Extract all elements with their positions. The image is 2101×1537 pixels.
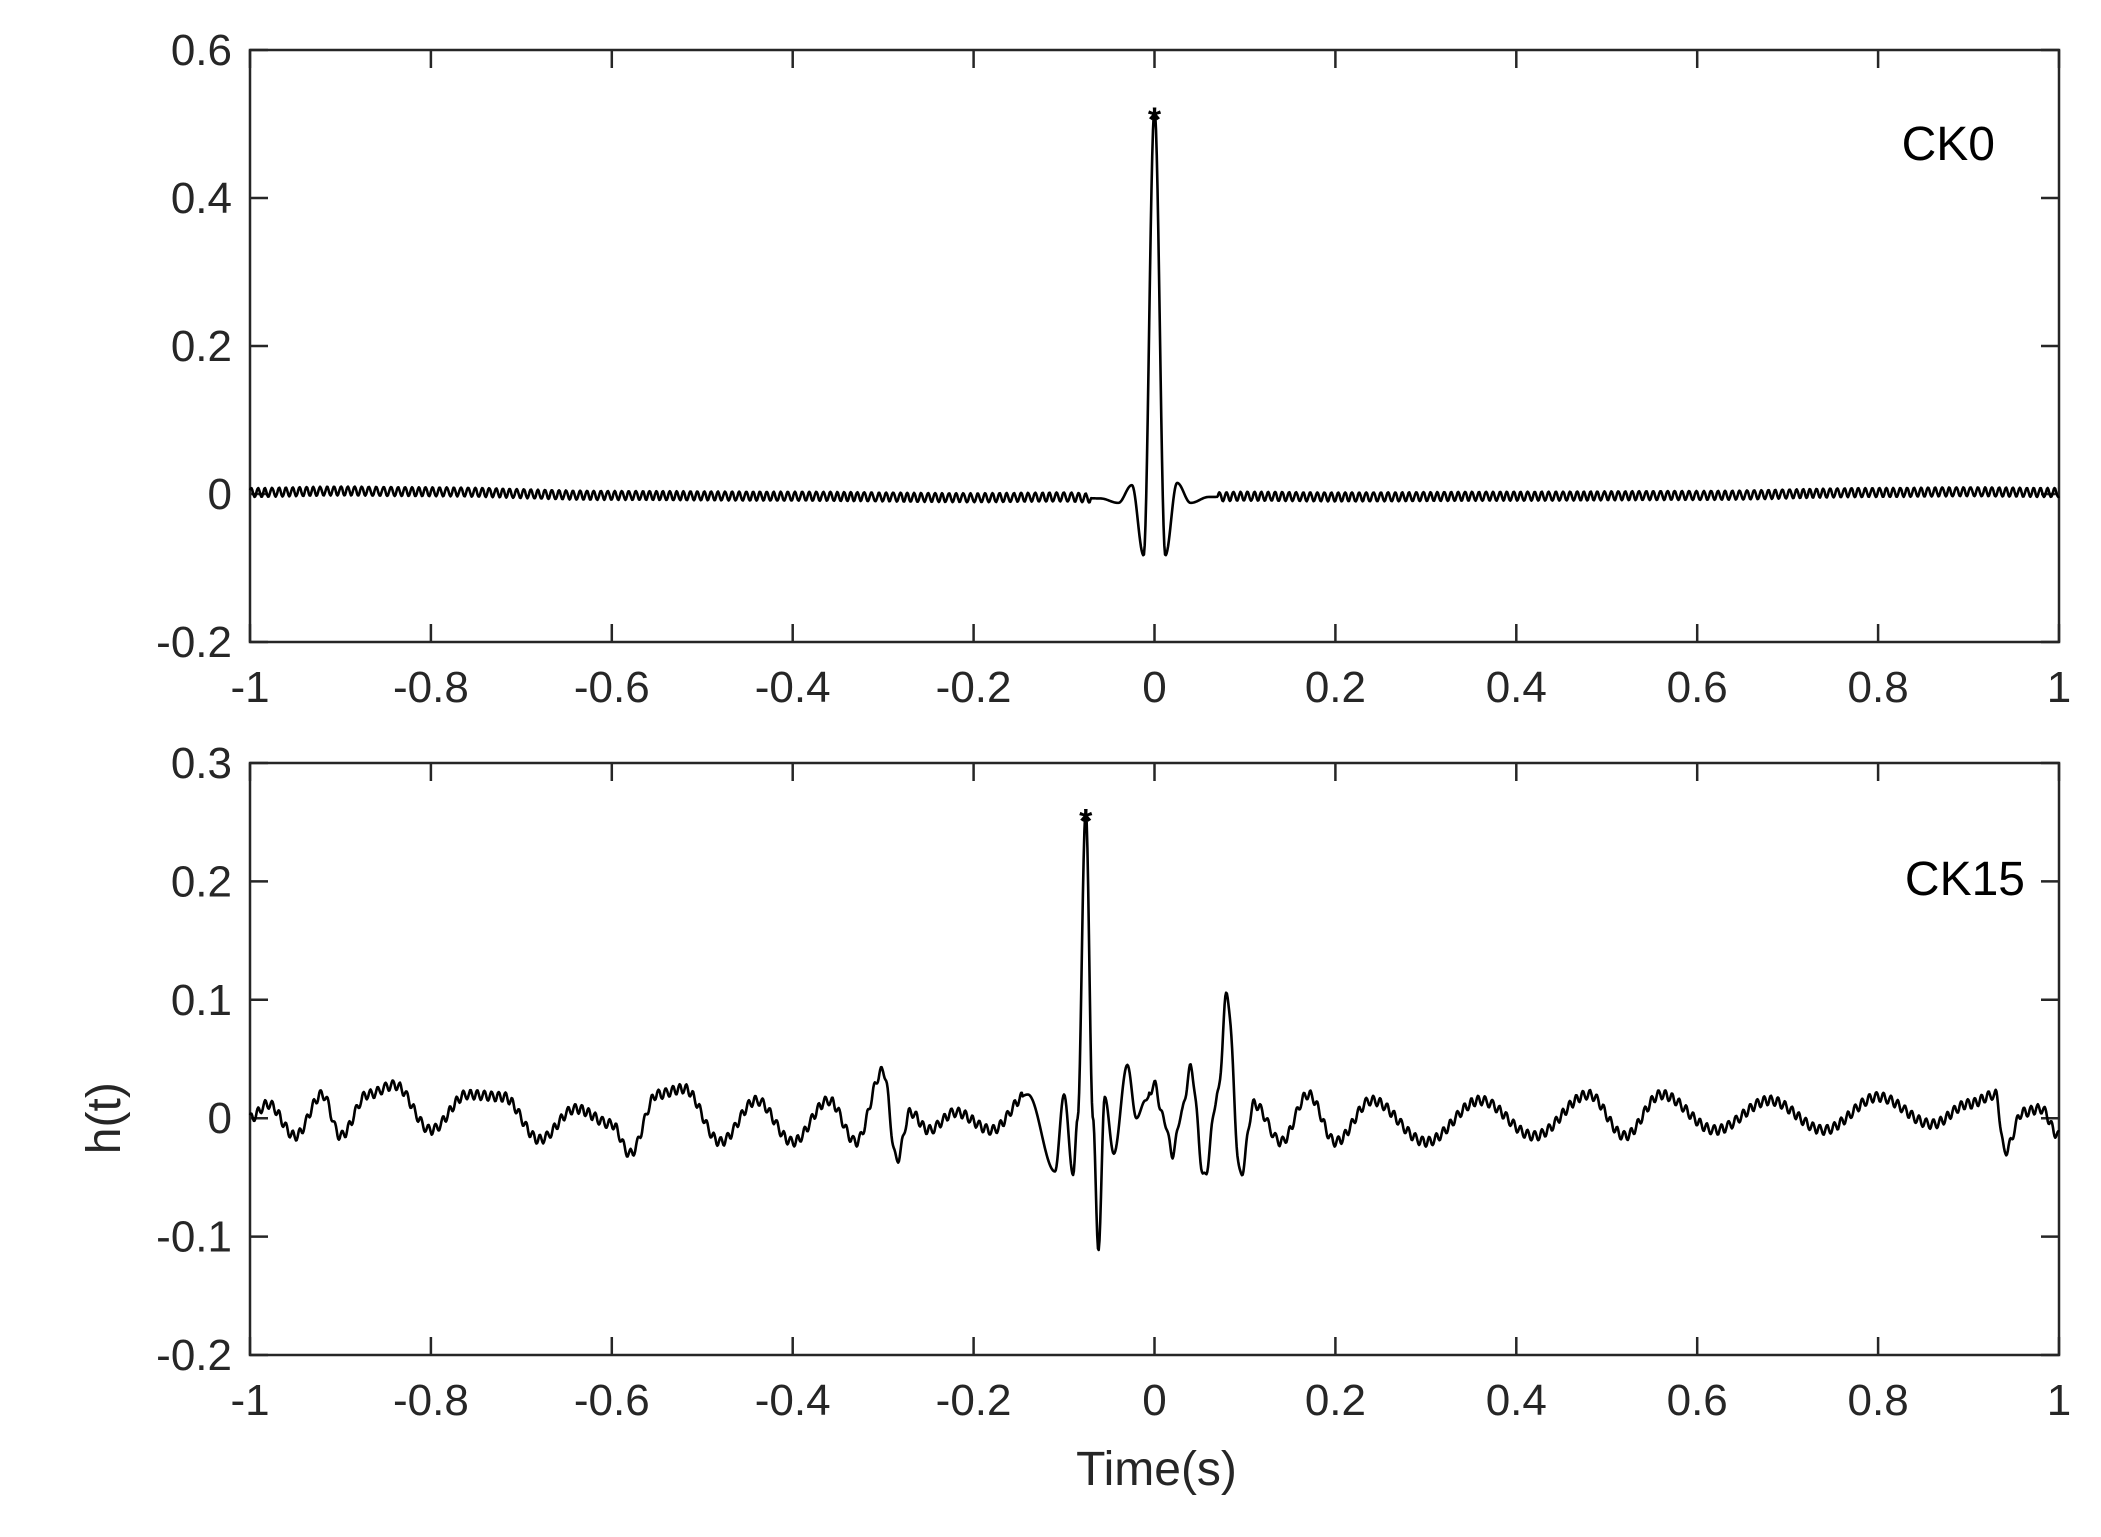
y-tick-label: -0.1 [156, 1213, 232, 1262]
x-tick-label: 0 [1142, 663, 1166, 712]
x-tick-label: 0.4 [1486, 1376, 1547, 1425]
panel-label: CK0 [1902, 118, 1995, 171]
x-tick-label: 1 [2047, 663, 2071, 712]
x-tick-label: 0.2 [1305, 1376, 1366, 1425]
x-tick-label: -0.2 [936, 663, 1012, 712]
peak-marker: * [1079, 802, 1093, 840]
x-tick-label: 0.6 [1667, 1376, 1728, 1425]
panel-label: CK15 [1905, 853, 2025, 906]
x-tick-label: 0 [1142, 1376, 1166, 1425]
x-tick-label: -0.4 [755, 663, 831, 712]
x-tick-label: -1 [230, 1376, 269, 1425]
y-tick-label: -0.2 [156, 618, 232, 667]
x-tick-label: -0.6 [574, 663, 650, 712]
peak-marker: * [1148, 101, 1162, 139]
y-tick-label: 0 [208, 470, 232, 519]
axes-box [248, 761, 2061, 1357]
x-tick-label: 0.8 [1848, 663, 1909, 712]
x-tick-label: 0.4 [1486, 663, 1547, 712]
y-tick-label: 0 [208, 1094, 232, 1143]
x-tick-label: 0.6 [1667, 663, 1728, 712]
x-tick-label: -0.6 [574, 1376, 650, 1425]
x-axis-title: Time(s) [1076, 1443, 1237, 1496]
series-line [248, 809, 2060, 1252]
y-tick-label: 0.2 [171, 857, 232, 906]
y-tick-label: 0.6 [171, 26, 232, 75]
chart-panel-ck0: -1 -0.8 -0.6 -0.4 -0.2 0 0.2 0.4 0.6 0.8 1 -0.2 0 0.2… [156, 26, 2071, 712]
x-tick-label: -0.4 [755, 1376, 831, 1425]
chart-panel-ck15: -1 -0.8 -0.6 -0.4 -0.2 0 0.2 0.4 0.6 0.8 1 -0.2 -0.1… [78, 739, 2071, 1496]
x-tick-label: -0.8 [393, 1376, 469, 1425]
series-line [248, 107, 2060, 557]
y-tick-label: 0.2 [171, 322, 232, 371]
y-tick-label: 0.3 [171, 739, 232, 788]
y-tick-label: 0.1 [171, 976, 232, 1025]
x-tick-label: 1 [2047, 1376, 2071, 1425]
x-tick-label: -0.8 [393, 663, 469, 712]
x-tick-label: -1 [230, 663, 269, 712]
y-axis-title: h(t) [78, 1082, 131, 1154]
y-tick-label: 0.4 [171, 174, 232, 223]
x-tick-label: -0.2 [936, 1376, 1012, 1425]
x-tick-label: 0.8 [1848, 1376, 1909, 1425]
y-tick-label: -0.2 [156, 1331, 232, 1380]
x-tick-label: 0.2 [1305, 663, 1366, 712]
